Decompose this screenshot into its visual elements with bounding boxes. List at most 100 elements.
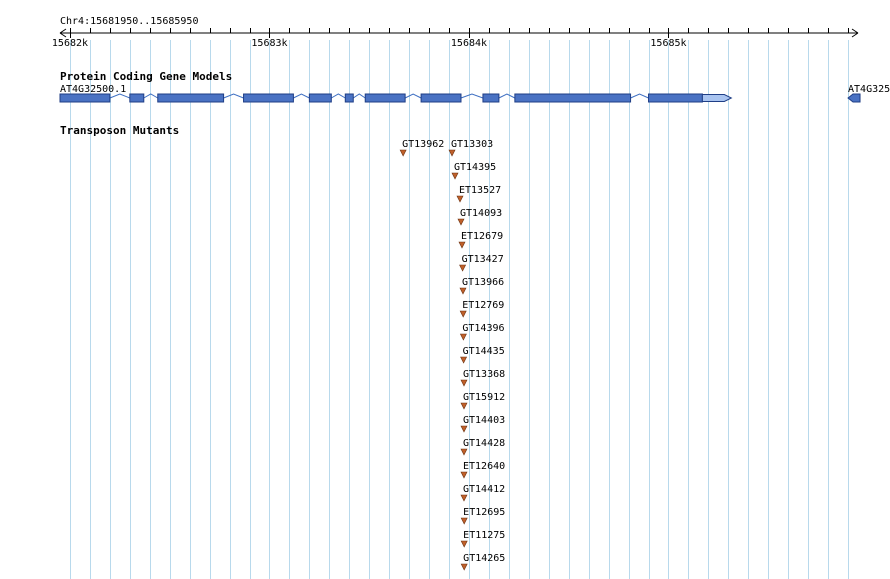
tick-label: 15683k bbox=[251, 38, 287, 49]
insertion-marker-icon bbox=[399, 149, 407, 157]
mutant-label: GT13368 bbox=[463, 369, 505, 380]
gene-features[interactable]: AT4G32500.1 AT4G325 bbox=[59, 84, 890, 103]
exon bbox=[514, 93, 632, 103]
mutant-label: GT14265 bbox=[463, 553, 505, 564]
ruler-ticks: 15682k 15683k 15684k 15685k bbox=[52, 28, 849, 49]
insertion-marker-icon bbox=[460, 563, 468, 571]
intron bbox=[109, 93, 131, 99]
insertion-marker-icon bbox=[457, 218, 465, 226]
gene-label: AT4G325 bbox=[848, 84, 890, 95]
intron bbox=[630, 93, 649, 99]
mutant-label: GT13427 bbox=[462, 254, 504, 265]
insertion-marker-icon bbox=[460, 448, 468, 456]
mutant-label: ET12640 bbox=[463, 461, 505, 472]
insertion-marker-icon bbox=[460, 402, 468, 410]
exon bbox=[482, 93, 500, 103]
mutant-label: ET12695 bbox=[463, 507, 505, 518]
exon bbox=[308, 93, 332, 103]
intron bbox=[331, 93, 346, 99]
gene-label: AT4G32500.1 bbox=[60, 84, 126, 95]
mutant-label: GT14412 bbox=[463, 484, 505, 495]
mutant-feature[interactable]: GT13962 bbox=[399, 139, 444, 157]
intron bbox=[293, 93, 310, 99]
insertion-marker-icon bbox=[460, 425, 468, 433]
exon bbox=[157, 93, 225, 103]
exon bbox=[344, 93, 354, 103]
mutant-feature[interactable]: GT14395 bbox=[451, 162, 496, 180]
mutant-label: ET12769 bbox=[462, 300, 504, 311]
mutant-label: GT14428 bbox=[463, 438, 505, 449]
mutant-feature[interactable]: GT14403 bbox=[460, 415, 505, 433]
mutant-label: GT15912 bbox=[463, 392, 505, 403]
insertion-marker-icon bbox=[459, 310, 467, 318]
tick-label: 15682k bbox=[52, 38, 88, 49]
mutant-feature[interactable]: ET12679 bbox=[458, 231, 503, 249]
mutant-feature[interactable]: GT13368 bbox=[460, 369, 505, 387]
mutant-label: GT14435 bbox=[463, 346, 505, 357]
coordinate-ruler[interactable]: Chr4:15681950..15685950 15682k 15683k 1568… bbox=[52, 16, 859, 49]
mutant-track-title: Transposon Mutants bbox=[60, 124, 179, 137]
mutant-feature[interactable]: ET13527 bbox=[456, 185, 501, 203]
exon bbox=[648, 93, 703, 103]
mutant-label: ET12679 bbox=[461, 231, 503, 242]
insertion-marker-icon bbox=[448, 149, 456, 157]
mutant-label: GT14403 bbox=[463, 415, 505, 426]
mutant-feature[interactable]: GT14428 bbox=[460, 438, 505, 456]
intron bbox=[460, 93, 484, 99]
exon bbox=[129, 93, 145, 103]
mutant-label: GT14093 bbox=[460, 208, 502, 219]
intron bbox=[498, 93, 516, 99]
tick-label: 15685k bbox=[650, 38, 686, 49]
mutant-feature[interactable]: ET12695 bbox=[460, 507, 505, 525]
mutant-feature[interactable]: GT14412 bbox=[460, 484, 505, 502]
mutant-feature[interactable]: GT14435 bbox=[460, 346, 505, 364]
insertion-marker-icon bbox=[459, 264, 467, 272]
mutant-label: GT13303 bbox=[451, 139, 493, 150]
insertion-marker-icon bbox=[459, 287, 467, 295]
intron bbox=[143, 93, 159, 99]
gene-feature[interactable]: AT4G325 bbox=[847, 84, 890, 103]
utr-arrow-icon bbox=[701, 94, 733, 102]
mutant-feature[interactable]: ET11275 bbox=[460, 530, 505, 548]
insertion-marker-icon bbox=[460, 471, 468, 479]
mutant-label: ET13527 bbox=[459, 185, 501, 196]
mutant-features[interactable]: GT13962 GT13303 GT14395 ET13527 GT14093 ET126… bbox=[399, 139, 505, 571]
mutant-feature[interactable]: GT15912 bbox=[460, 392, 505, 410]
mutant-feature[interactable]: GT14093 bbox=[457, 208, 502, 226]
insertion-marker-icon bbox=[458, 241, 466, 249]
insertion-marker-icon bbox=[460, 494, 468, 502]
insertion-marker-icon bbox=[460, 356, 468, 364]
mutant-feature[interactable]: ET12640 bbox=[460, 461, 505, 479]
exon bbox=[243, 93, 294, 103]
insertion-marker-icon bbox=[460, 379, 468, 387]
intron bbox=[404, 93, 422, 99]
ruler-right-arrow-icon bbox=[851, 28, 859, 38]
exon bbox=[59, 93, 111, 103]
mutant-feature[interactable]: GT14265 bbox=[460, 553, 505, 571]
intron bbox=[352, 93, 366, 99]
vertical-grid bbox=[70, 40, 849, 579]
mutant-label: GT14396 bbox=[462, 323, 504, 334]
exon bbox=[420, 93, 462, 103]
mutant-feature[interactable]: ET12769 bbox=[459, 300, 504, 318]
insertion-marker-icon bbox=[456, 195, 464, 203]
insertion-marker-icon bbox=[459, 333, 467, 341]
insertion-marker-icon bbox=[460, 540, 468, 548]
gene-track-title: Protein Coding Gene Models bbox=[60, 70, 232, 83]
mutant-feature[interactable]: GT13427 bbox=[459, 254, 504, 272]
gene-arrow-icon bbox=[847, 93, 861, 103]
insertion-marker-icon bbox=[460, 517, 468, 525]
mutant-label: GT14395 bbox=[454, 162, 496, 173]
mutant-feature[interactable]: GT13966 bbox=[459, 277, 504, 295]
mutant-feature[interactable]: GT13303 bbox=[448, 139, 493, 157]
mutant-label: GT13966 bbox=[462, 277, 504, 288]
gene-feature[interactable]: AT4G32500.1 bbox=[59, 84, 733, 103]
mutant-feature[interactable]: GT14396 bbox=[459, 323, 505, 341]
intron bbox=[223, 93, 244, 99]
insertion-marker-icon bbox=[451, 172, 459, 180]
transposon-mutants-track: Transposon Mutants GT13962 GT13303 GT14395… bbox=[60, 124, 505, 571]
mutant-label: GT13962 bbox=[402, 139, 444, 150]
gene-models-track: Protein Coding Gene Models AT4G32500.1 AT… bbox=[59, 70, 890, 103]
